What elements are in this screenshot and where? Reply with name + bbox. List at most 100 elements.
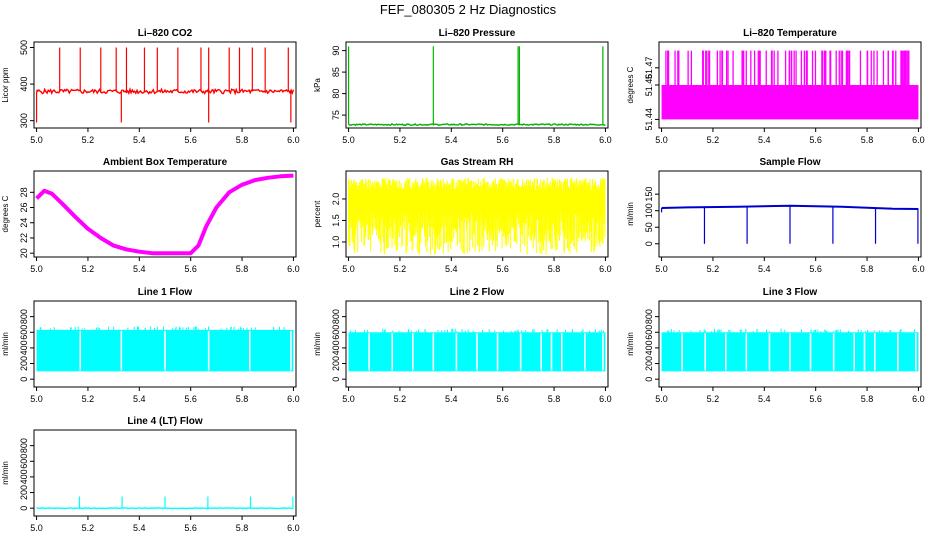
data-series [661,50,919,120]
y-tick-label: 50 [644,222,654,232]
panel-4: Ambient Box Temperature degrees C 5.0 5.2 5.… [1,157,300,274]
x-tick-label: 5.8 [548,135,561,145]
x-tick-label: 5.4 [758,394,771,404]
panel-3: Li–820 Temperature degrees C 5.0 5.2 5.4 5.6 5… [626,28,925,145]
y-tick-label: 600 [19,454,29,469]
data-series [35,173,294,256]
y-tick-label: 24 [19,218,29,228]
plot-frame [33,300,297,388]
y-axis-label: Licor ppm [1,67,10,102]
x-tick-label: 5.4 [758,264,771,274]
x-tick-label: 5.4 [133,394,146,404]
x-tick-label: 5.6 [184,523,197,533]
y-axis-label: ml/min [626,202,635,226]
x-tick-label: 5.0 [342,135,355,145]
series-line [348,122,606,127]
x-tick-label: 5.6 [809,394,822,404]
y-tick-label: 400 [19,340,29,355]
y-tick-label: 1.0 [331,236,341,249]
panel-title: Sample Flow [759,157,820,168]
x-tick-label: 5.8 [548,264,561,274]
data-series [661,328,919,372]
x-tick-label: 6.0 [287,135,300,145]
plot-frame [33,41,297,129]
x-tick-label: 5.8 [861,264,874,274]
panel-title: Line 2 Flow [450,287,505,298]
panel-5: Gas Stream RH percent 5.0 5.2 5.4 5.6 5.8 6.0 1.… [313,157,612,274]
y-tick-label: 200 [331,356,341,371]
x-tick-label: 5.0 [655,264,668,274]
panel-6: Sample Flow ml/min 5.0 5.2 5.4 5.6 5.8 6.0 0 50 10… [626,157,925,274]
panel-9: Line 3 Flow ml/min 5.0 5.2 5.4 5.6 5.8 6.0 0 2004… [626,287,925,404]
plot-frame [33,429,297,517]
y-axis-label: kPa [313,78,322,92]
y-tick-label: 90 [331,46,341,56]
data-series [35,47,295,123]
x-tick-label: 5.0 [655,394,668,404]
x-tick-label: 5.6 [496,394,509,404]
x-tick-label: 5.2 [82,394,95,404]
y-tick-label: 0 [19,377,29,382]
y-tick-label: 75 [331,110,341,120]
y-tick-label: 200 [19,356,29,371]
x-tick-label: 5.2 [82,264,95,274]
x-tick-label: 5.0 [342,394,355,404]
y-tick-label: 1.5 [331,214,341,227]
x-tick-label: 5.2 [82,135,95,145]
y-tick-label: 20 [19,248,29,258]
panel-7: Line 1 Flow ml/min 5.0 5.2 5.4 5.6 5.8 6.0 0 2004… [1,287,300,404]
data-series [36,496,294,510]
x-tick-label: 6.0 [599,135,612,145]
series-line [661,204,919,210]
x-tick-label: 5.8 [236,264,249,274]
plot-frame [345,300,609,388]
x-tick-label: 5.2 [82,523,95,533]
panel-title: Gas Stream RH [441,157,514,168]
y-tick-label: 22 [19,233,29,243]
y-axis-label: ml/min [626,332,635,356]
data-series [348,328,606,372]
y-tick-label: 600 [644,325,654,340]
x-tick-label: 5.6 [809,264,822,274]
y-tick-label: 0 [19,506,29,511]
y-tick-label: 2.0 [331,193,341,206]
x-tick-label: 6.0 [287,523,300,533]
y-tick-label: 800 [19,309,29,324]
x-tick-label: 5.6 [184,135,197,145]
plot-frame [345,41,609,129]
y-tick-label: 200 [644,356,654,371]
x-tick-label: 5.0 [30,523,43,533]
x-tick-label: 6.0 [599,264,612,274]
panel-2: Li–820 Pressure kPa 5.0 5.2 5.4 5.6 5.8 6.0 75 80… [313,28,612,145]
x-tick-label: 5.0 [655,135,668,145]
y-axis-label: ml/min [313,332,322,356]
plot-frame [658,170,922,258]
x-tick-label: 5.2 [394,135,407,145]
x-tick-label: 5.2 [394,264,407,274]
y-tick-label: 80 [331,89,341,99]
y-tick-label: 800 [331,309,341,324]
panel-title: Li–820 Temperature [743,28,837,39]
panel-title: Li–820 Pressure [439,28,516,39]
x-tick-label: 6.0 [287,394,300,404]
panel-title: Line 4 (LT) Flow [127,416,203,427]
x-tick-label: 6.0 [912,394,925,404]
data-series [347,46,606,127]
x-tick-label: 5.4 [758,135,771,145]
y-tick-label: 26 [19,203,29,213]
y-tick-label: 300 [19,113,29,128]
x-tick-label: 5.8 [861,394,874,404]
x-tick-label: 5.8 [236,394,249,404]
panel-title: Line 1 Flow [138,287,193,298]
x-tick-label: 5.8 [861,135,874,145]
panel-title: Ambient Box Temperature [103,157,228,168]
x-tick-label: 5.0 [30,135,43,145]
y-tick-label: 400 [644,340,654,355]
y-tick-label: 51.44 [644,108,654,131]
x-tick-label: 5.2 [707,394,720,404]
x-tick-label: 5.0 [30,264,43,274]
figure-title: FEF_080305 2 Hz Diagnostics [379,2,557,17]
x-tick-label: 5.8 [236,135,249,145]
panel-1: Li–820 CO2 Licor ppm 5.0 5.2 5.4 5.6 5.8 6.0 300… [1,28,300,145]
